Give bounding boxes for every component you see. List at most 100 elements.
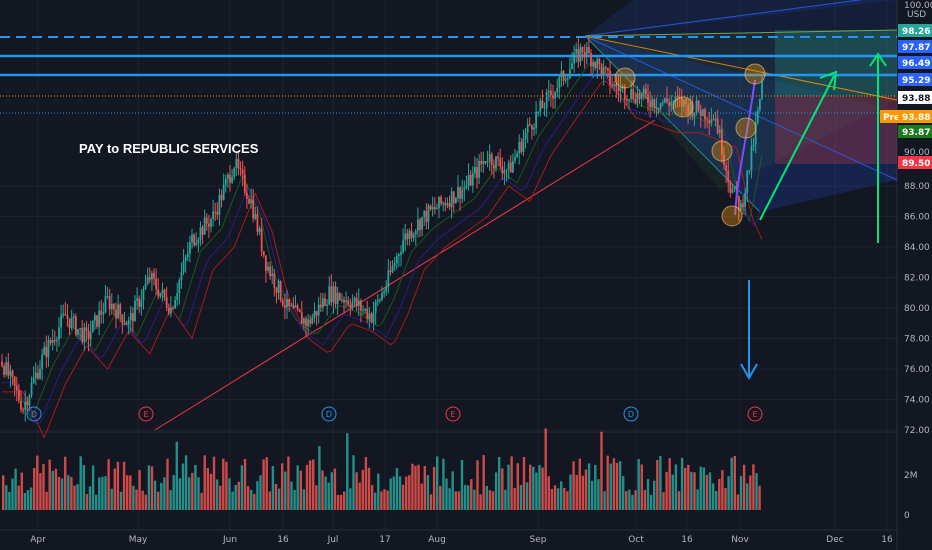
candle-body (761, 81, 763, 99)
volume-tick-label: 2M (904, 471, 918, 481)
candle-body (419, 219, 421, 230)
volume-bar (172, 475, 175, 510)
time-tick-label: Oct (628, 535, 644, 545)
volume-bar (45, 491, 48, 510)
volume-bar (529, 464, 532, 510)
volume-bar (361, 469, 364, 510)
candle-body (429, 205, 432, 210)
volume-bar (442, 458, 445, 510)
volume-bar (758, 485, 761, 510)
volume-bar (439, 485, 442, 510)
candle-body (431, 206, 434, 210)
volume-bar (389, 478, 392, 510)
volume-tick-label: 0 (904, 511, 910, 521)
candle-body (24, 401, 27, 410)
volume-bar (219, 485, 222, 510)
volume-bar (640, 464, 643, 510)
candle-body (182, 260, 185, 273)
candle-body (701, 109, 704, 117)
candle-body (666, 98, 668, 103)
candle-body (718, 129, 721, 134)
candle-body (670, 102, 673, 106)
volume-bar (625, 491, 628, 510)
volume-bar (367, 467, 371, 510)
volume-bar (349, 488, 352, 510)
volume-bar (150, 466, 154, 510)
candle-body (535, 111, 538, 128)
candle-body (372, 312, 375, 323)
volume-bar (463, 485, 467, 510)
candle-body (338, 292, 341, 301)
candle-body (602, 67, 605, 76)
volume-bar (212, 456, 216, 510)
volume-bar (110, 488, 113, 510)
candle-body (267, 266, 269, 271)
volume-bar (392, 476, 395, 510)
candle-body (39, 368, 41, 379)
volume-bar (141, 490, 144, 510)
volume-bar (569, 474, 572, 510)
candle-body (619, 87, 622, 92)
candle-body (85, 327, 88, 332)
candle-body (676, 96, 679, 98)
price-tick-label: 80.00 (904, 304, 930, 314)
candle-body (716, 118, 719, 134)
volume-bar (532, 466, 535, 510)
price-tag (898, 110, 932, 123)
price-axis[interactable]: 72.00 74.00 76.00 78.00 80.00 82.00 84.00 86.00… (880, 1, 932, 521)
candle-body (663, 98, 666, 103)
time-axis[interactable]: Apr May Jun 16 Jul 17 Aug Sep Oct 16 Nov Dec 16 (30, 535, 893, 545)
volume-bar (339, 494, 343, 510)
candle-body (518, 141, 521, 154)
candle-body (96, 315, 98, 327)
candle-body (62, 313, 65, 316)
down-arrow-head (740, 363, 758, 381)
candle-body (51, 339, 54, 344)
candle-body (250, 199, 253, 204)
candle-body (480, 160, 483, 165)
volume-bar (423, 466, 426, 510)
volume-bar (612, 458, 616, 510)
candle-body (482, 161, 485, 165)
candle-body (178, 280, 181, 294)
candle-body (9, 370, 12, 376)
candle-body (172, 307, 174, 309)
volume-bar (386, 490, 389, 510)
candle-body (83, 327, 86, 343)
candle-body (756, 109, 759, 123)
candle-body (15, 385, 18, 391)
volume-bar (126, 475, 129, 510)
candle-body (125, 323, 128, 325)
volume-bar (420, 483, 423, 510)
candle-body (478, 160, 481, 178)
candle-body (488, 154, 491, 162)
candle-body (294, 305, 297, 308)
volume-bar (364, 457, 368, 510)
event-marker (321, 406, 337, 422)
candle-body (55, 339, 58, 342)
candle-body (706, 119, 709, 121)
pivot-circle (735, 117, 757, 139)
candle-body (260, 228, 263, 252)
volume-bar (284, 471, 287, 510)
volume-bar (414, 465, 417, 510)
candle-body (81, 328, 84, 343)
volume-bar (20, 472, 23, 510)
price-tag (898, 125, 932, 138)
volume-bar (281, 463, 284, 510)
volume-bar (454, 491, 457, 510)
volume-bar (113, 468, 116, 510)
volume-bar (479, 494, 482, 510)
volume-bar (57, 476, 61, 510)
candle-body (330, 286, 333, 303)
volume-bar (606, 455, 609, 510)
volume-bar (2, 475, 5, 510)
candle-body (167, 307, 170, 314)
volume-bar (470, 479, 473, 510)
candle-body (606, 68, 609, 71)
candle-body (305, 318, 307, 326)
volume-bar (544, 428, 547, 510)
channel-line (584, 0, 863, 37)
volume-bar (184, 455, 188, 510)
